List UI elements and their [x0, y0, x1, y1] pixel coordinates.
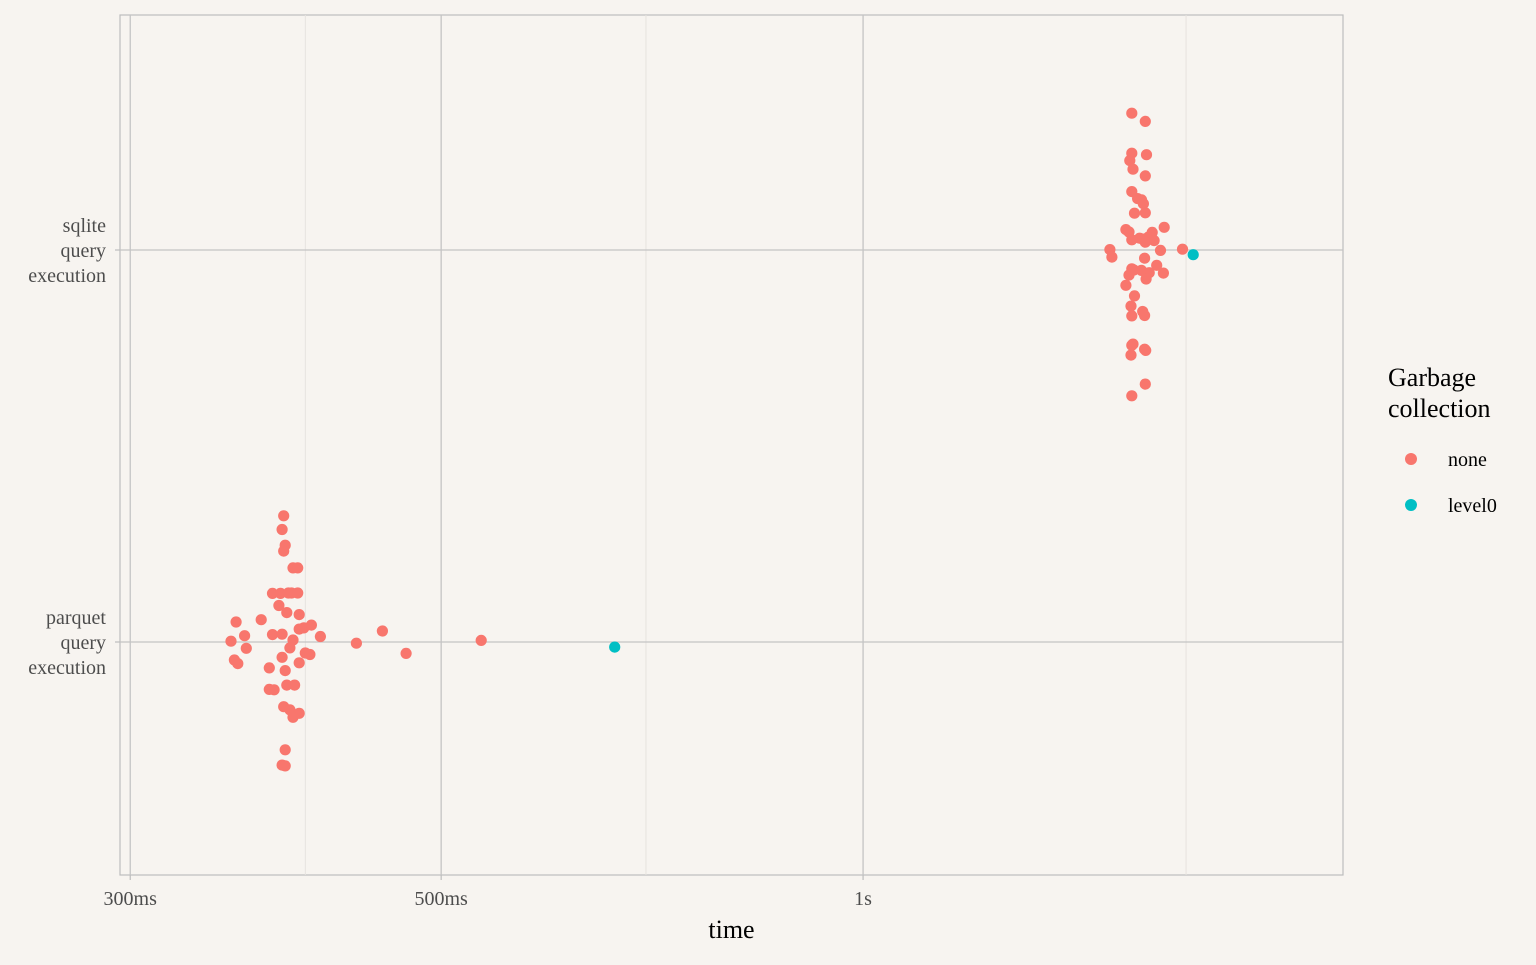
data-point-none	[230, 616, 242, 628]
x-tick-label: 1s	[854, 888, 872, 910]
y-tick-label: parquet query execution	[28, 607, 106, 679]
data-point-none	[376, 625, 388, 637]
data-point-none	[1128, 207, 1141, 219]
data-point-none	[1148, 235, 1160, 247]
data-point-none	[1139, 115, 1151, 127]
legend-label: level0	[1448, 495, 1497, 517]
data-point-none	[1137, 198, 1149, 210]
data-point-none	[1126, 390, 1138, 402]
data-point-none	[266, 587, 279, 600]
minor-gridlines	[304, 15, 1187, 875]
data-point-none	[1157, 267, 1169, 279]
data-point-none	[232, 658, 244, 670]
data-point-none	[284, 642, 296, 654]
data-point-none	[305, 619, 317, 631]
data-point-none	[1139, 236, 1151, 248]
data-point-none	[281, 607, 293, 619]
data-point-none	[1126, 107, 1138, 119]
data-point-none	[278, 510, 290, 522]
data-point-none	[278, 545, 290, 557]
data-point-none	[1127, 163, 1139, 175]
data-point-none	[1140, 273, 1152, 285]
data-point-none	[475, 634, 487, 647]
data-point-none	[1154, 244, 1167, 256]
y-axis-ticks: parquet query execution sqlite query executio…	[28, 215, 120, 679]
data-point-none	[1139, 170, 1151, 182]
data-point-none	[293, 609, 305, 621]
legend: Garbage collection none level0	[1388, 363, 1497, 517]
data-point-none	[1158, 221, 1170, 233]
data-point-none	[268, 684, 280, 696]
data-point-none	[1140, 149, 1153, 161]
data-points	[225, 107, 1199, 772]
data-point-none	[1128, 290, 1141, 302]
legend-label: none	[1448, 449, 1487, 471]
data-point-none	[1139, 252, 1151, 264]
plot-background	[119, 14, 1344, 876]
data-point-none	[279, 760, 291, 772]
major-gridlines	[120, 15, 1343, 875]
data-point-none	[263, 662, 275, 674]
data-point-none	[1176, 243, 1189, 255]
data-point-none	[1124, 155, 1136, 167]
data-point-none	[1125, 300, 1137, 312]
data-point-none	[239, 630, 251, 642]
data-point-none	[1125, 349, 1137, 361]
data-point-none	[274, 587, 287, 600]
data-point-none	[240, 642, 252, 654]
legend-title: Garbage collection	[1388, 363, 1491, 423]
data-point-none	[276, 523, 288, 536]
data-point-none	[1126, 310, 1138, 322]
data-point-none	[400, 647, 412, 660]
data-point-level0	[609, 641, 621, 653]
data-point-none	[1123, 269, 1135, 281]
data-point-none	[276, 628, 288, 640]
data-point-none	[281, 679, 293, 691]
data-point-none	[292, 562, 304, 574]
x-axis-title: time	[708, 915, 754, 944]
data-point-none	[289, 679, 301, 691]
data-point-none	[1120, 279, 1132, 291]
data-point-none	[350, 637, 362, 649]
data-point-none	[292, 587, 304, 599]
data-point-none	[1151, 259, 1163, 271]
data-point-none	[1140, 344, 1152, 356]
data-point-none	[1106, 251, 1118, 263]
data-point-none	[1126, 339, 1138, 351]
data-point-none	[1139, 309, 1151, 322]
x-tick-label: 300ms	[104, 888, 158, 910]
y-tick-label: sqlite query execution	[28, 215, 106, 287]
data-point-none	[273, 599, 285, 612]
data-point-none	[1139, 378, 1151, 390]
legend-key-none	[1405, 453, 1417, 465]
x-tick-label: 500ms	[414, 888, 468, 910]
data-point-none	[279, 744, 291, 756]
data-point-none	[225, 635, 237, 647]
data-point-none	[304, 648, 316, 661]
data-point-none	[276, 651, 288, 663]
data-point-none	[287, 711, 299, 723]
legend-key-level0	[1405, 499, 1417, 511]
data-point-none	[255, 614, 267, 626]
data-point-none	[279, 665, 291, 677]
data-point-none	[266, 629, 279, 641]
data-point-level0	[1187, 249, 1199, 261]
data-point-none	[1126, 234, 1138, 246]
x-axis-ticks: 300ms 500ms 1s	[104, 875, 872, 910]
data-point-none	[1139, 207, 1151, 219]
data-point-none	[314, 630, 326, 643]
data-point-none	[293, 657, 305, 669]
